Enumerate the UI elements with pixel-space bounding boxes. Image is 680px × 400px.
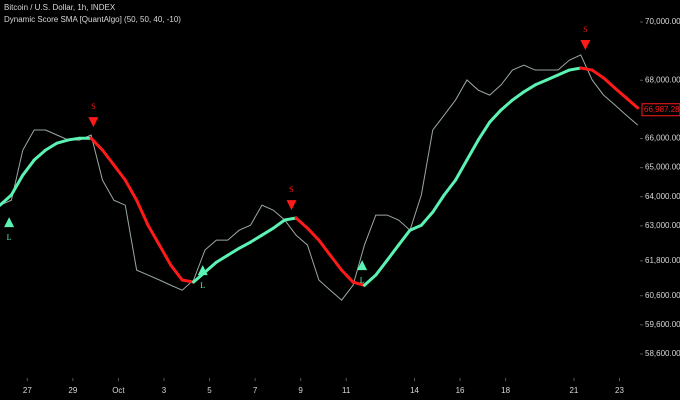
y-tick-label: 63,000.00 (645, 221, 680, 230)
x-tick-label: 23 (615, 386, 624, 395)
sma-segment (66, 136, 82, 142)
x-tick-label: 18 (501, 386, 510, 395)
signal-marker (197, 265, 208, 276)
x-tick-label: Oct (112, 386, 125, 395)
sma-segment (442, 178, 458, 197)
sma-segment (112, 163, 127, 182)
y-tick-label: 66,000.00 (645, 134, 680, 143)
sma-segment (237, 240, 253, 250)
sma-segment (362, 273, 378, 287)
sma-segment (32, 148, 48, 162)
sma-segment (328, 253, 344, 272)
x-tick-label: 9 (298, 386, 303, 395)
sma-segment (44, 141, 59, 152)
sma-segment (317, 238, 332, 257)
sma-segment (419, 210, 435, 227)
signal-label: S (583, 25, 587, 34)
sma-segment (545, 73, 560, 82)
y-tick-label: 70,000.00 (645, 17, 680, 26)
sma-segment (214, 253, 230, 264)
signal-label: L (7, 233, 12, 242)
sma-segment (351, 280, 366, 287)
sma-segment (624, 96, 640, 110)
y-tick-label: 61,800.00 (645, 256, 680, 265)
x-tick-label: 29 (68, 386, 77, 395)
sma-segment (567, 66, 583, 72)
sma-segment (283, 216, 298, 222)
signal-marker (286, 200, 297, 211)
sma-segment (408, 223, 423, 232)
x-tick-label: 16 (456, 386, 465, 395)
x-tick-label: 27 (23, 386, 32, 395)
sma-segment (249, 233, 264, 244)
y-tick-label: 58,600.00 (645, 349, 680, 358)
sma-segment (157, 243, 173, 267)
chart-title: Bitcoin / U.S. Dollar, 1h, INDEX (4, 3, 116, 12)
sma-segment (55, 138, 70, 145)
signal-label: S (289, 185, 293, 194)
last-price-label: 66,987.28 (644, 105, 680, 114)
sma-segment (385, 243, 401, 262)
sma-segment (533, 78, 549, 87)
x-tick-label: 21 (569, 386, 578, 395)
sma-segment (476, 120, 492, 142)
sma-segment (590, 68, 606, 80)
sma-segment (135, 198, 150, 227)
sma-segment (374, 258, 389, 277)
sma-segment (180, 278, 196, 284)
y-tick-label: 60,600.00 (645, 291, 680, 300)
signal-marker (357, 260, 368, 271)
signal-marker (4, 217, 15, 228)
sma-segment (510, 90, 526, 102)
sma-segment (579, 66, 594, 72)
sma-segment (431, 193, 446, 214)
signal-label: L (200, 281, 205, 290)
indicator-label: Dynamic Score SMA [QuantAlgo] (50, 50, 4… (4, 15, 181, 24)
sma-segment (9, 173, 25, 197)
y-tick-label: 68,000.00 (645, 75, 680, 84)
x-tick-label: 7 (253, 386, 258, 395)
sma-segment (89, 136, 104, 152)
sma-segment (260, 226, 275, 237)
sma-segment (21, 158, 36, 177)
sma-segment (454, 158, 469, 182)
sma-segment (465, 138, 480, 162)
sma-segment (488, 108, 503, 124)
sma-segment (0, 193, 13, 207)
signal-marker (580, 40, 591, 51)
y-tick-label: 64,000.00 (645, 192, 680, 201)
y-tick-label: 65,000.00 (645, 163, 680, 172)
sma-segment (123, 178, 139, 202)
sma-segment (203, 260, 218, 274)
x-tick-label: 11 (342, 386, 351, 395)
sma-segment (271, 218, 287, 230)
y-tick-label: 59,600.00 (645, 320, 680, 329)
x-tick-label: 5 (207, 386, 212, 395)
x-tick-label: 14 (410, 386, 419, 395)
sma-segment (397, 228, 412, 247)
signal-marker (88, 117, 99, 128)
sma-segment (169, 263, 184, 282)
x-tick-label: 3 (162, 386, 167, 395)
sma-segment (100, 148, 116, 167)
sma-segment (602, 76, 617, 90)
signal-label: L (360, 276, 365, 285)
sma-segment (226, 246, 241, 257)
sma-segment (146, 223, 161, 247)
sma-segment (294, 216, 309, 230)
sma-segment (613, 86, 628, 100)
sma-segment (522, 83, 537, 94)
sma-segment (305, 226, 321, 242)
last-price-box (641, 103, 680, 117)
sma-segment (556, 68, 571, 77)
signal-label: S (91, 102, 95, 111)
sma-segment (499, 98, 514, 112)
price-line (0, 54, 639, 301)
sma-segment (340, 268, 355, 284)
